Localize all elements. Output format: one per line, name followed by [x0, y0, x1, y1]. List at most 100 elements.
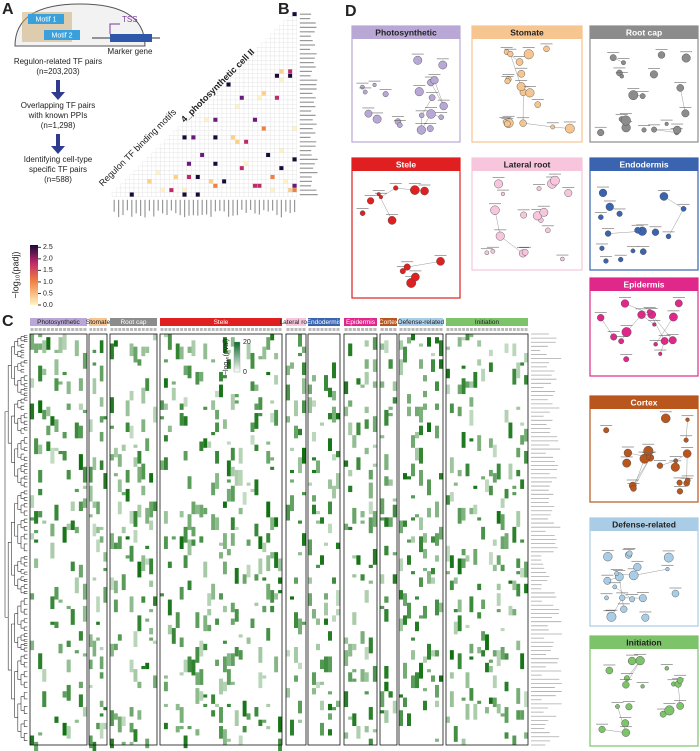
heat-cell — [270, 104, 275, 109]
heat-cell — [292, 42, 297, 48]
col-id — [141, 328, 145, 331]
heat-cell — [449, 457, 454, 474]
network-node — [605, 666, 614, 675]
col-id — [286, 328, 290, 331]
heat-cell — [488, 552, 493, 565]
heat-cell — [199, 165, 205, 171]
heat-cell — [125, 488, 130, 502]
heat-cell — [252, 157, 258, 162]
group-header — [446, 318, 528, 326]
heat-cell — [145, 346, 150, 353]
network-node — [507, 50, 514, 57]
heat-cell — [524, 732, 528, 739]
heat-cell — [252, 165, 258, 171]
heat-cell — [328, 656, 332, 673]
heat-cell — [270, 95, 275, 101]
heat-cell — [352, 713, 357, 727]
heat-cell — [252, 113, 258, 118]
heat-cell — [207, 609, 212, 616]
heat-cell — [364, 646, 369, 660]
heat-cell — [226, 135, 231, 140]
heat-cell — [160, 170, 165, 175]
heat-cell — [257, 60, 262, 65]
heat-cell — [283, 187, 289, 193]
heat-cell — [252, 69, 258, 74]
heat-cell — [46, 441, 51, 451]
network-node — [665, 233, 672, 240]
dendrogram — [21, 620, 25, 629]
heat-cell — [292, 29, 297, 35]
heat-cell — [283, 55, 289, 61]
heat-cell — [182, 157, 187, 162]
heat-cell — [265, 99, 271, 105]
network-title: Epidermis — [623, 279, 664, 289]
heat-cell — [419, 615, 423, 619]
heat-cell — [274, 148, 280, 153]
heat-cell — [257, 126, 262, 131]
heat-cell — [183, 365, 188, 376]
heat-cell — [155, 165, 161, 171]
col-id — [352, 328, 356, 331]
heat-cell — [125, 183, 130, 189]
heat-cell — [279, 64, 284, 70]
heat-cell — [524, 375, 528, 385]
dendrogram — [21, 361, 25, 367]
heat-cell — [248, 135, 253, 140]
heat-cell — [164, 165, 170, 171]
heat-cell — [411, 517, 415, 521]
heat-cell — [163, 536, 168, 549]
heat-cell — [287, 55, 293, 61]
heat-cell — [82, 466, 87, 483]
heat-cell — [186, 170, 192, 175]
heat-cell — [372, 511, 377, 527]
heat-cell — [520, 539, 525, 543]
heat-cell — [246, 713, 251, 720]
heat-cell — [242, 700, 247, 717]
heat-cell — [287, 165, 293, 171]
heat-cell — [169, 170, 174, 175]
dendrogram — [24, 456, 28, 461]
heat-cell — [46, 425, 51, 436]
heat-cell — [415, 447, 419, 461]
heat-cell — [191, 165, 196, 171]
heat-cell — [292, 20, 297, 26]
heat-cell — [520, 479, 525, 489]
heat-cell — [173, 183, 179, 189]
heat-cell — [217, 126, 223, 131]
col-id — [172, 328, 176, 331]
heat-cell — [512, 609, 517, 616]
heat-cell — [92, 457, 97, 470]
col-id — [168, 328, 172, 331]
heat-cell — [219, 707, 223, 723]
heat-cell — [239, 143, 245, 149]
heat-cell — [435, 403, 439, 410]
heat-cell — [292, 161, 297, 167]
dendrogram — [14, 366, 18, 386]
dendrogram — [21, 477, 25, 486]
heat-cell — [352, 507, 357, 524]
heat-cell — [290, 447, 294, 451]
heat-cell — [411, 650, 415, 660]
heat-cell — [113, 599, 118, 613]
network-node — [620, 299, 630, 308]
heat-cell — [283, 135, 289, 140]
heat-cell — [243, 95, 249, 101]
heat-cell — [427, 507, 431, 518]
dendrogram — [24, 510, 28, 516]
network-node — [680, 206, 687, 212]
step-text: Identifying cell-type — [24, 155, 93, 164]
heat-cell — [113, 542, 118, 549]
heat-cell — [292, 33, 297, 39]
network-edge — [380, 187, 396, 198]
heat-cell — [151, 174, 157, 180]
col-id — [407, 328, 411, 331]
heat-cell — [274, 192, 280, 197]
col-id — [176, 328, 180, 331]
heat-cell — [129, 192, 135, 197]
heat-cell — [230, 104, 236, 109]
heat-cell — [54, 586, 59, 600]
heat-cell — [219, 371, 223, 382]
heat-cell — [286, 384, 290, 401]
heat-cell — [292, 82, 297, 87]
heat-cell — [221, 104, 227, 109]
